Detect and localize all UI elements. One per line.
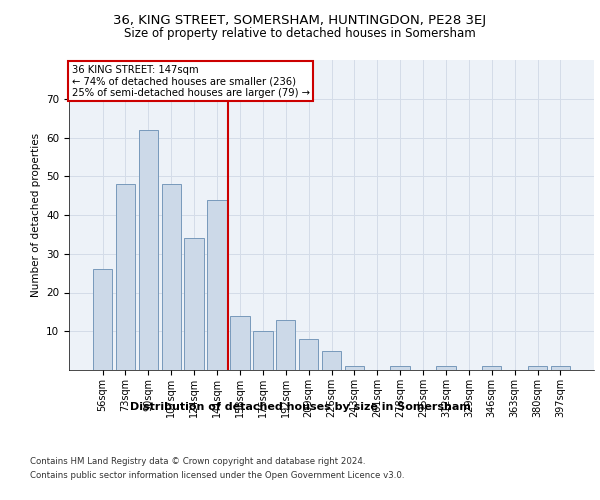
Text: Distribution of detached houses by size in Somersham: Distribution of detached houses by size … bbox=[130, 402, 470, 412]
Bar bbox=[528, 366, 547, 370]
Y-axis label: Number of detached properties: Number of detached properties bbox=[31, 133, 41, 297]
Bar bbox=[208, 200, 227, 370]
Bar bbox=[391, 366, 410, 370]
Bar bbox=[551, 366, 570, 370]
Text: Contains public sector information licensed under the Open Government Licence v3: Contains public sector information licen… bbox=[30, 471, 404, 480]
Bar bbox=[253, 331, 272, 370]
Bar bbox=[344, 366, 364, 370]
Bar bbox=[184, 238, 204, 370]
Bar bbox=[116, 184, 135, 370]
Bar bbox=[230, 316, 250, 370]
Bar bbox=[139, 130, 158, 370]
Text: 36 KING STREET: 147sqm
← 74% of detached houses are smaller (236)
25% of semi-de: 36 KING STREET: 147sqm ← 74% of detached… bbox=[71, 64, 310, 98]
Bar bbox=[161, 184, 181, 370]
Bar bbox=[482, 366, 502, 370]
Text: Size of property relative to detached houses in Somersham: Size of property relative to detached ho… bbox=[124, 28, 476, 40]
Bar bbox=[93, 269, 112, 370]
Text: Contains HM Land Registry data © Crown copyright and database right 2024.: Contains HM Land Registry data © Crown c… bbox=[30, 458, 365, 466]
Bar bbox=[299, 339, 319, 370]
Bar bbox=[276, 320, 295, 370]
Text: 36, KING STREET, SOMERSHAM, HUNTINGDON, PE28 3EJ: 36, KING STREET, SOMERSHAM, HUNTINGDON, … bbox=[113, 14, 487, 27]
Bar bbox=[436, 366, 455, 370]
Bar bbox=[322, 350, 341, 370]
